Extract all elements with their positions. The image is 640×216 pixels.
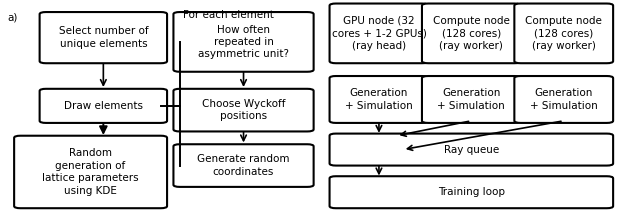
FancyBboxPatch shape bbox=[14, 136, 167, 208]
Text: b): b) bbox=[330, 12, 340, 22]
Text: Generation
+ Simulation: Generation + Simulation bbox=[345, 88, 413, 111]
FancyBboxPatch shape bbox=[173, 12, 314, 72]
Text: a): a) bbox=[8, 12, 18, 22]
FancyBboxPatch shape bbox=[330, 76, 428, 123]
Text: Compute node
(128 cores)
(ray worker): Compute node (128 cores) (ray worker) bbox=[525, 16, 602, 51]
FancyBboxPatch shape bbox=[40, 89, 167, 123]
FancyBboxPatch shape bbox=[173, 144, 314, 187]
FancyBboxPatch shape bbox=[515, 3, 613, 63]
Text: Generate random
coordinates: Generate random coordinates bbox=[197, 154, 290, 177]
FancyBboxPatch shape bbox=[422, 76, 521, 123]
Text: Choose Wyckoff
positions: Choose Wyckoff positions bbox=[202, 99, 285, 121]
FancyBboxPatch shape bbox=[330, 3, 428, 63]
Text: Draw elements: Draw elements bbox=[64, 101, 143, 111]
FancyBboxPatch shape bbox=[515, 76, 613, 123]
FancyBboxPatch shape bbox=[330, 133, 613, 166]
Text: For each element: For each element bbox=[183, 10, 274, 20]
Text: Training loop: Training loop bbox=[438, 187, 505, 197]
Text: Compute node
(128 cores)
(ray worker): Compute node (128 cores) (ray worker) bbox=[433, 16, 510, 51]
Text: GPU node (32
cores + 1-2 GPUs)
(ray head): GPU node (32 cores + 1-2 GPUs) (ray head… bbox=[332, 16, 426, 51]
FancyBboxPatch shape bbox=[173, 89, 314, 132]
Text: Select number of
unique elements: Select number of unique elements bbox=[58, 26, 148, 49]
Text: Random
generation of
lattice parameters
using KDE: Random generation of lattice parameters … bbox=[42, 148, 139, 195]
FancyBboxPatch shape bbox=[40, 12, 167, 63]
Text: Generation
+ Simulation: Generation + Simulation bbox=[438, 88, 505, 111]
Text: How often
repeated in
asymmetric unit?: How often repeated in asymmetric unit? bbox=[198, 24, 289, 59]
FancyBboxPatch shape bbox=[330, 176, 613, 208]
FancyBboxPatch shape bbox=[422, 3, 521, 63]
Text: Generation
+ Simulation: Generation + Simulation bbox=[530, 88, 598, 111]
Text: Ray queue: Ray queue bbox=[444, 145, 499, 155]
